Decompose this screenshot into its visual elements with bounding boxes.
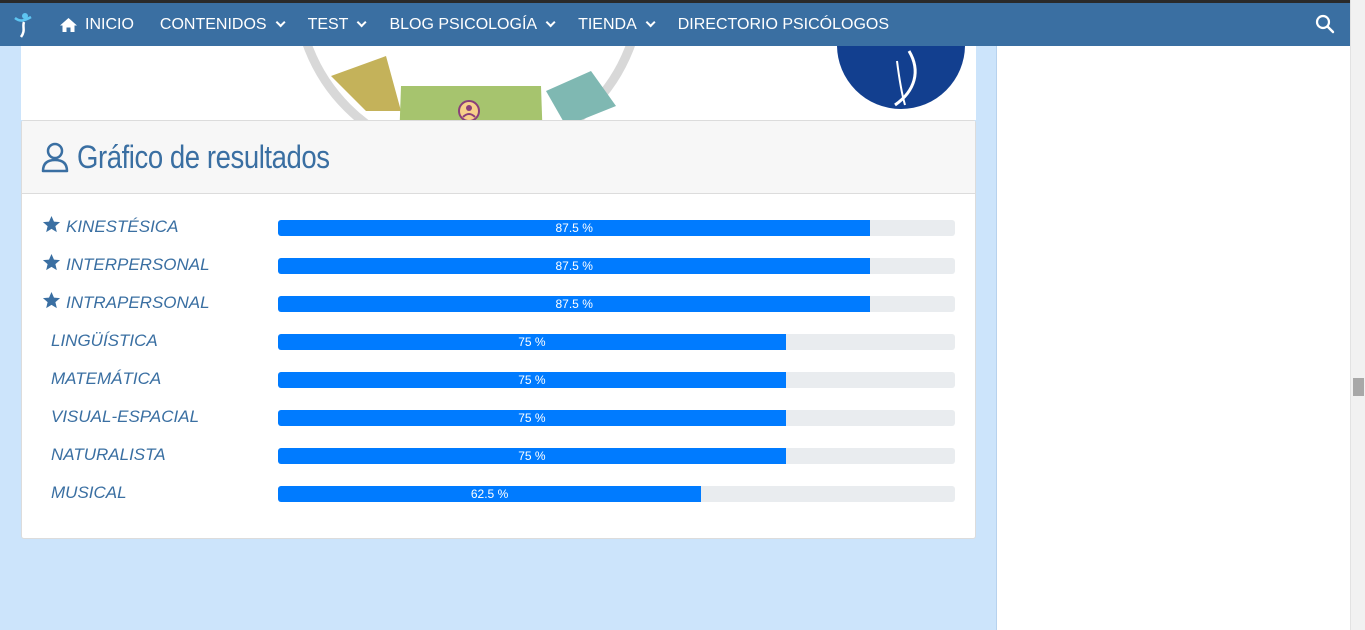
user-icon [41, 142, 69, 173]
result-row: VISUAL-ESPACIAL 75 % [22, 398, 975, 436]
search-icon[interactable] [1314, 13, 1336, 35]
result-label-text: KINESTÉSICA [66, 217, 179, 236]
nav-item-0[interactable]: INICIO [46, 3, 147, 46]
panel-header: Gráfico de resultados [22, 121, 975, 194]
star-icon [42, 215, 66, 239]
intelligence-wheel-image [303, 46, 635, 120]
progress-track: 87.5 % [278, 258, 955, 274]
progress-track: 75 % [278, 334, 955, 350]
brand-logo-image [837, 46, 965, 109]
result-label: LINGÜÍSTICA [51, 322, 158, 360]
result-label-text: NATURALISTA [51, 445, 166, 464]
panel-title: Gráfico de resultados [77, 138, 330, 175]
star-icon [42, 253, 66, 277]
nav-item-label: TIENDA [578, 15, 637, 33]
progress-bar: 87.5 % [278, 258, 871, 274]
result-label: INTRAPERSONAL [42, 284, 210, 322]
progress-bar: 75 % [278, 334, 786, 350]
nav-item-label: DIRECTORIO PSICÓLOGOS [677, 15, 890, 33]
result-row: NATURALISTA 75 % [22, 436, 975, 474]
result-label-text: LINGÜÍSTICA [51, 331, 158, 350]
nav-item-3[interactable]: BLOG PSICOLOGÍA [376, 3, 565, 46]
result-label-text: MATEMÁTICA [51, 369, 162, 388]
chevron-down-icon [275, 17, 286, 28]
nav-item-1[interactable]: CONTENIDOS [147, 3, 295, 46]
progress-track: 62.5 % [278, 486, 955, 502]
logo-figure-icon [14, 12, 32, 38]
progress-bar: 62.5 % [278, 486, 702, 502]
top-navbar: INICIO CONTENIDOS TEST BLOG PSICOLOGÍA TIEND… [0, 0, 1350, 46]
scrollbar-thumb[interactable] [1353, 378, 1364, 396]
result-image-card [21, 46, 976, 120]
result-label-text: VISUAL-ESPACIAL [51, 407, 200, 426]
nav-item-label: TEST [307, 15, 349, 33]
home-icon [59, 17, 78, 33]
sidebar [997, 46, 1350, 630]
progress-track: 75 % [278, 410, 955, 426]
results-panel: Gráfico de resultados KINESTÉSICA 87.5 % I… [21, 120, 976, 539]
chevron-down-icon [357, 17, 368, 28]
site-logo[interactable] [0, 3, 46, 46]
main-nav: INICIO CONTENIDOS TEST BLOG PSICOLOGÍA TIEND… [46, 3, 902, 46]
chevron-down-icon [545, 17, 556, 28]
nav-item-label: INICIO [85, 15, 134, 33]
progress-track: 87.5 % [278, 220, 955, 236]
result-label: MATEMÁTICA [51, 360, 161, 398]
result-row: MATEMÁTICA 75 % [22, 360, 975, 398]
progress-track: 87.5 % [278, 296, 955, 312]
progress-track: 75 % [278, 372, 955, 388]
result-row: LINGÜÍSTICA 75 % [22, 322, 975, 360]
result-label: NATURALISTA [51, 436, 166, 474]
chevron-down-icon [645, 17, 656, 28]
result-label-text: INTRAPERSONAL [66, 293, 210, 312]
progress-bar: 75 % [278, 448, 786, 464]
result-row: MUSICAL 62.5 % [22, 474, 975, 512]
progress-bar: 87.5 % [278, 296, 871, 312]
result-label-text: INTERPERSONAL [66, 255, 210, 274]
progress-bar: 75 % [278, 410, 786, 426]
result-label-text: MUSICAL [51, 483, 127, 502]
nav-item-4[interactable]: TIENDA [565, 3, 665, 46]
result-row: INTERPERSONAL 87.5 % [22, 246, 975, 284]
nav-item-2[interactable]: TEST [295, 3, 377, 46]
nav-item-label: BLOG PSICOLOGÍA [389, 15, 538, 33]
result-label: KINESTÉSICA [42, 208, 178, 246]
result-label: VISUAL-ESPACIAL [51, 398, 199, 436]
result-label: MUSICAL [51, 474, 127, 512]
progress-bar: 75 % [278, 372, 786, 388]
star-icon [42, 291, 66, 315]
result-row: KINESTÉSICA 87.5 % [22, 208, 975, 246]
nav-item-label: CONTENIDOS [159, 15, 267, 33]
progress-bar: 87.5 % [278, 220, 871, 236]
result-label: INTERPERSONAL [42, 246, 210, 284]
nav-item-5[interactable]: DIRECTORIO PSICÓLOGOS [665, 3, 902, 46]
result-row: INTRAPERSONAL 87.5 % [22, 284, 975, 322]
progress-track: 75 % [278, 448, 955, 464]
page-scrollbar[interactable] [1350, 0, 1365, 630]
